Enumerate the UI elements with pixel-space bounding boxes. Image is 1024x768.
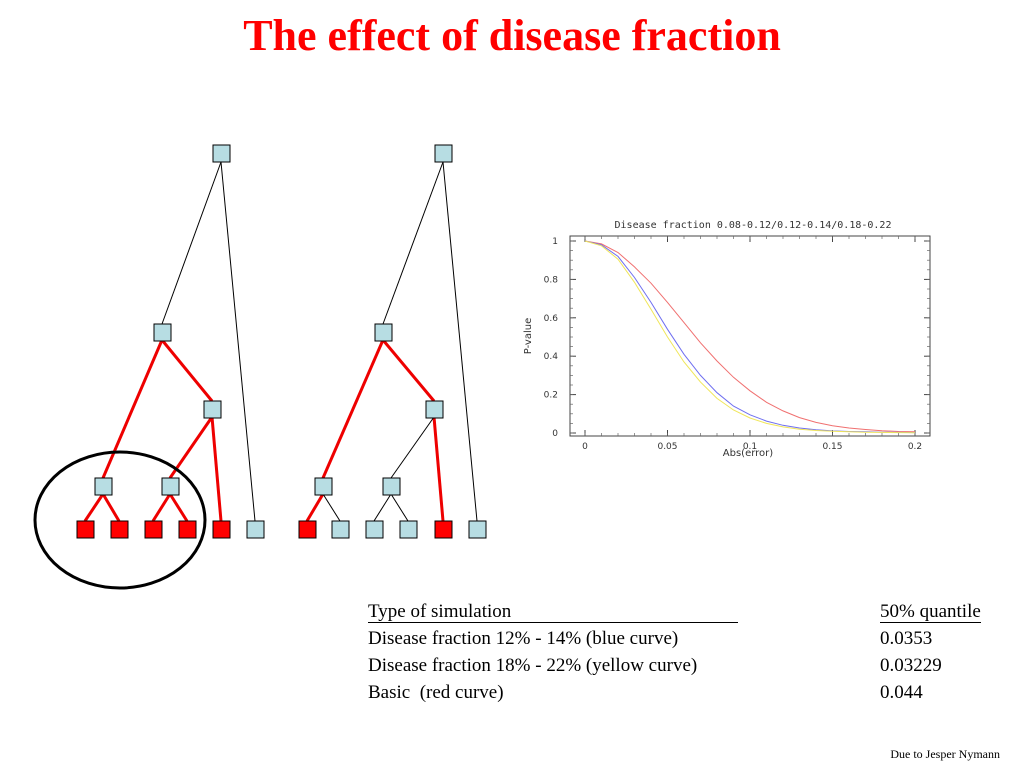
edge-red xyxy=(432,416,445,522)
x-tick-label: 0.05 xyxy=(657,442,677,452)
y-tick-label: 0.4 xyxy=(544,352,559,362)
edge-red xyxy=(381,339,436,402)
table-row: Disease fraction 18% - 22% (yellow curve… xyxy=(368,652,1010,679)
tree-node xyxy=(94,477,113,496)
tree-leaf-red xyxy=(110,520,129,539)
tree-node xyxy=(382,477,401,496)
edge xyxy=(442,161,478,522)
pvalue-chart: Disease fraction 0.08-0.12/0.12-0.14/0.1… xyxy=(523,220,931,459)
table-header-row: Type of simulation 50% quantile xyxy=(368,598,1010,625)
x-tick-label: 0.1 xyxy=(743,442,757,452)
chart-title: Disease fraction 0.08-0.12/0.12-0.14/0.1… xyxy=(615,220,892,231)
tree-leaf xyxy=(399,520,418,539)
y-tick-label: 0 xyxy=(552,429,558,439)
y-axis-label: P-value xyxy=(523,318,534,354)
row-value: 0.03229 xyxy=(880,654,942,676)
header-type-of-simulation: Type of simulation xyxy=(368,601,738,623)
edge-red xyxy=(305,493,325,522)
series-line-1 xyxy=(584,240,916,434)
tree-leaf xyxy=(246,520,265,539)
x-tick-label: 0.2 xyxy=(908,442,922,452)
tree-leaf-red xyxy=(298,520,317,539)
y-axis-ticks: 0 0.2 0.4 0.6 0.8 1 xyxy=(544,237,930,439)
edge xyxy=(322,493,341,522)
edge-red xyxy=(83,493,105,522)
edge xyxy=(390,493,409,522)
tree-node xyxy=(314,477,333,496)
row-label: Basic (red curve) xyxy=(368,681,504,703)
tree-leaf xyxy=(331,520,350,539)
tree-leaf xyxy=(365,520,384,539)
row-label: Disease fraction 12% - 14% (blue curve) xyxy=(368,627,679,649)
edge-red xyxy=(210,416,223,522)
credit-note: Due to Jesper Nymann xyxy=(890,747,1000,761)
tree-node xyxy=(153,323,172,342)
edge-red xyxy=(101,493,121,522)
edge-red xyxy=(160,339,214,402)
plot-frame xyxy=(569,235,931,437)
series-line-0 xyxy=(584,240,916,433)
x-tick-label: 0 xyxy=(582,442,588,452)
row-value: 0.0353 xyxy=(880,627,933,649)
tree-leaf xyxy=(468,520,487,539)
tree-node xyxy=(434,144,453,163)
edge xyxy=(220,161,256,522)
tree-leaf-red xyxy=(434,520,453,539)
edge-red xyxy=(151,493,172,522)
tree-leaf-red xyxy=(212,520,231,539)
y-tick-label: 0.2 xyxy=(544,391,558,401)
edge xyxy=(390,416,435,479)
table-row: Basic (red curve) 0.044 xyxy=(368,679,1010,706)
tree-diagrams xyxy=(33,144,487,590)
tree-leaf-red xyxy=(76,520,95,539)
row-value: 0.044 xyxy=(880,681,923,703)
tree-leaf-red xyxy=(144,520,163,539)
y-tick-label: 0.8 xyxy=(544,275,559,285)
tree-node xyxy=(212,144,231,163)
x-axis-ticks: 0 0.05 0.1 0.15 0.2 xyxy=(582,236,922,452)
x-tick-label: 0.15 xyxy=(822,442,842,452)
tree-2-edges xyxy=(305,161,478,522)
edge xyxy=(373,493,392,522)
edge-red xyxy=(321,339,385,479)
results-table: Type of simulation 50% quantile Disease … xyxy=(368,598,1010,706)
x-axis-label: Abs(error) xyxy=(723,448,774,459)
slide-title: The effect of disease fraction xyxy=(243,11,781,60)
tree-2-nodes xyxy=(298,144,487,539)
tree-node xyxy=(161,477,180,496)
tree-node xyxy=(203,400,222,419)
y-tick-label: 1 xyxy=(552,237,558,247)
edge-red xyxy=(101,339,164,479)
row-label: Disease fraction 18% - 22% (yellow curve… xyxy=(368,654,698,676)
tree-1-nodes xyxy=(76,144,265,539)
header-quantile: 50% quantile xyxy=(880,600,981,623)
edge xyxy=(382,161,444,325)
tree-node xyxy=(374,323,393,342)
tree-1-edges xyxy=(83,161,256,522)
series-line-2 xyxy=(584,240,916,434)
series-lines xyxy=(584,240,916,434)
table-row: Disease fraction 12% - 14% (blue curve) … xyxy=(368,625,1010,652)
highlight-circle xyxy=(33,450,207,590)
edge xyxy=(161,161,222,325)
tree-leaf-red xyxy=(178,520,197,539)
y-tick-label: 0.6 xyxy=(544,314,559,324)
tree-node xyxy=(425,400,444,419)
edge-red xyxy=(168,493,189,522)
